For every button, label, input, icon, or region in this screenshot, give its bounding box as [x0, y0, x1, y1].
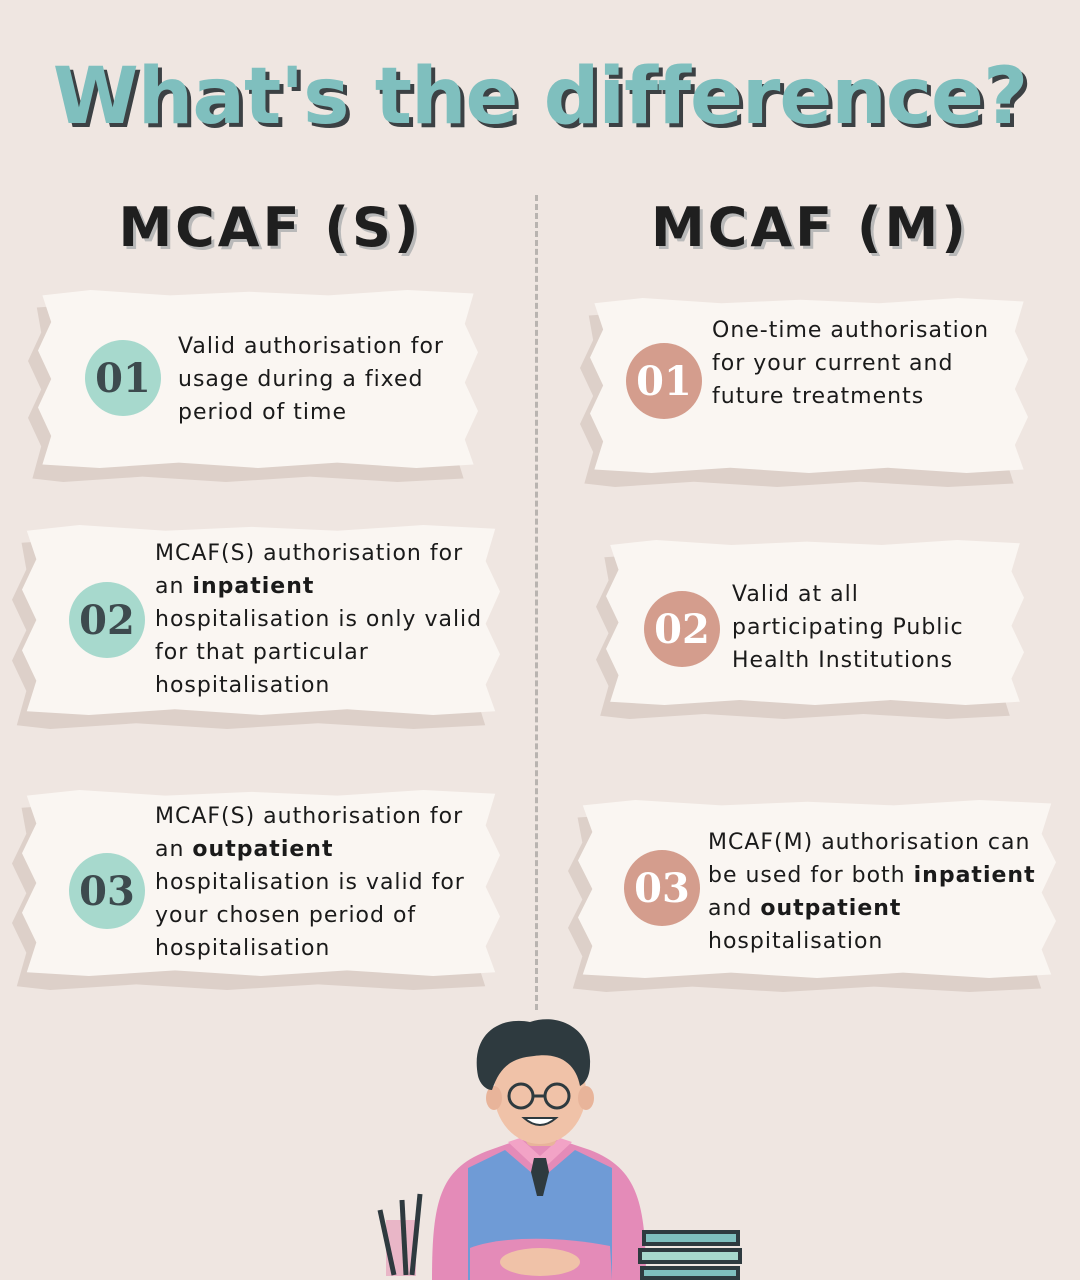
number-badge: 02	[644, 591, 720, 667]
emphasis-outpatient: outpatient	[760, 896, 902, 921]
number-badge: 03	[69, 853, 145, 929]
mcaf-s-card-1: 01 Valid authorisation for usage during …	[28, 290, 478, 482]
column-heading-mcaf-s: MCAF (S)	[118, 196, 422, 259]
mcaf-m-card-3: 03 MCAF(M) authorisation can be used for…	[568, 800, 1056, 992]
emphasis-outpatient: outpatient	[192, 837, 334, 862]
pencil-cup-icon	[377, 1193, 423, 1276]
emphasis-inpatient: inpatient	[192, 574, 315, 599]
card-text: Valid authorisation for usage during a f…	[178, 334, 444, 425]
number-badge: 02	[69, 582, 145, 658]
card-text: MCAF(S) authorisation for an outpatient …	[155, 804, 465, 961]
number-badge: 01	[85, 340, 161, 416]
column-divider	[535, 195, 538, 1010]
card-text: One-time authorisation for your current …	[712, 318, 990, 409]
mcaf-s-card-2: 02 MCAF(S) authorisation for an inpatien…	[12, 525, 500, 729]
books-icon	[638, 1230, 742, 1280]
column-heading-mcaf-m: MCAF (M)	[651, 196, 969, 259]
number-badge: 03	[624, 850, 700, 926]
card-text: MCAF(S) authorisation for an inpatient h…	[155, 541, 483, 698]
mcaf-m-card-1: 01 One-time authorisation for your curre…	[580, 298, 1028, 487]
page-title: What's the difference?	[52, 52, 1028, 142]
mcaf-m-card-2: 02 Valid at all participating Public Hea…	[596, 540, 1024, 719]
number-badge: 01	[626, 343, 702, 419]
emphasis-inpatient: inpatient	[913, 863, 1036, 888]
card-text: Valid at all participating Public Health…	[732, 582, 964, 673]
card-text: MCAF(M) authorisation can be used for bo…	[708, 830, 1036, 954]
mcaf-s-card-3: 03 MCAF(S) authorisation for an outpatie…	[12, 790, 500, 990]
